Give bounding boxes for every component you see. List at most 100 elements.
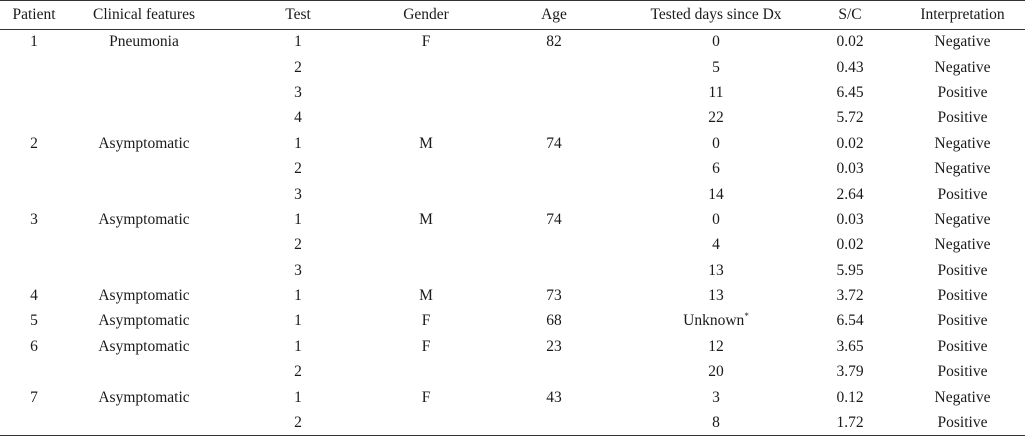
cell-test-text: 1 bbox=[294, 134, 302, 152]
cell-interpretation: Negative bbox=[900, 385, 1025, 410]
cell-gender: F bbox=[376, 309, 476, 334]
cell-sc-text: 0.02 bbox=[836, 33, 864, 51]
table-row: 6 Asymptomatic 1 F 23 12 3.65 Positive bbox=[0, 334, 1025, 359]
cell-interpretation-text: Negative bbox=[934, 33, 991, 51]
cell-test: 2 bbox=[220, 55, 376, 80]
cell-clinical-features bbox=[68, 156, 220, 181]
table-row: 3 14 2.64 Positive bbox=[0, 182, 1025, 207]
cell-patient-text: 6 bbox=[30, 337, 38, 355]
cell-interpretation: Negative bbox=[900, 207, 1025, 232]
cell-tested-days: 3 bbox=[632, 385, 800, 410]
cell-sc-text: 0.02 bbox=[836, 134, 864, 152]
table-body: 1 Pneumonia 1 F 82 0 0.02 Negative 2 5 0.43 Negativ… bbox=[0, 30, 1025, 437]
cell-gender bbox=[376, 182, 476, 207]
cell-test-text: 3 bbox=[294, 185, 302, 203]
cell-sc-text: 3.79 bbox=[836, 363, 864, 381]
cell-test-text: 2 bbox=[294, 363, 302, 381]
cell-test-text: 2 bbox=[294, 58, 302, 76]
cell-test: 1 bbox=[220, 309, 376, 334]
table-row: 2 8 1.72 Positive bbox=[0, 410, 1025, 437]
cell-age-text: 74 bbox=[546, 134, 562, 152]
cell-age: 68 bbox=[476, 309, 632, 334]
header-interpretation: Interpretation bbox=[900, 0, 1025, 30]
cell-tested-days: Unknown* bbox=[632, 309, 800, 334]
cell-interpretation-text: Positive bbox=[937, 185, 988, 203]
cell-gender bbox=[376, 233, 476, 258]
cell-clinical-features-text: Asymptomatic bbox=[98, 134, 190, 152]
cell-tested-days: 12 bbox=[632, 334, 800, 359]
cell-sc: 0.43 bbox=[800, 55, 900, 80]
cell-test-text: 2 bbox=[294, 160, 302, 178]
cell-sc: 0.03 bbox=[800, 207, 900, 232]
cell-age-text: 23 bbox=[546, 337, 562, 355]
cell-patient bbox=[0, 258, 68, 283]
table-row: 2 20 3.79 Positive bbox=[0, 360, 1025, 385]
cell-tested-days: 22 bbox=[632, 106, 800, 131]
cell-patient bbox=[0, 106, 68, 131]
cell-test: 2 bbox=[220, 410, 376, 437]
cell-gender bbox=[376, 80, 476, 105]
cell-tested-days-text: 20 bbox=[708, 363, 724, 381]
cell-tested-days: 14 bbox=[632, 182, 800, 207]
cell-tested-days: 20 bbox=[632, 360, 800, 385]
cell-sc: 6.54 bbox=[800, 309, 900, 334]
cell-gender-text: M bbox=[419, 134, 433, 152]
cell-tested-days-text: 3 bbox=[712, 388, 720, 406]
cell-patient-text: 7 bbox=[30, 388, 38, 406]
cell-age-text: 82 bbox=[546, 33, 562, 51]
cell-patient bbox=[0, 182, 68, 207]
cell-patient: 7 bbox=[0, 385, 68, 410]
cell-gender-text: F bbox=[421, 312, 431, 330]
cell-interpretation-text: Positive bbox=[937, 109, 988, 127]
cell-interpretation-text: Positive bbox=[937, 83, 988, 101]
cell-sc: 1.72 bbox=[800, 410, 900, 437]
cell-clinical-features bbox=[68, 360, 220, 385]
header-clinical-features: Clinical features bbox=[68, 0, 220, 30]
table-row: 2 Asymptomatic 1 M 74 0 0.02 Negative bbox=[0, 131, 1025, 156]
cell-clinical-features: Asymptomatic bbox=[68, 207, 220, 232]
cell-tested-days-text: 11 bbox=[708, 83, 724, 101]
cell-interpretation: Positive bbox=[900, 80, 1025, 105]
cell-interpretation: Negative bbox=[900, 156, 1025, 181]
cell-sc: 0.02 bbox=[800, 131, 900, 156]
footnote-marker: * bbox=[744, 311, 749, 322]
cell-sc-text: 0.03 bbox=[836, 210, 864, 228]
cell-sc-text: 6.45 bbox=[836, 83, 864, 101]
cell-age: 82 bbox=[476, 30, 632, 55]
cell-tested-days: 0 bbox=[632, 30, 800, 55]
cell-test: 2 bbox=[220, 156, 376, 181]
cell-test: 2 bbox=[220, 360, 376, 385]
cell-patient bbox=[0, 233, 68, 258]
cell-patient: 2 bbox=[0, 131, 68, 156]
cell-sc: 0.12 bbox=[800, 385, 900, 410]
table-row: 2 6 0.03 Negative bbox=[0, 156, 1025, 181]
cell-clinical-features: Asymptomatic bbox=[68, 283, 220, 308]
cell-interpretation: Negative bbox=[900, 55, 1025, 80]
cell-age bbox=[476, 55, 632, 80]
cell-tested-days-text: 8 bbox=[712, 413, 720, 431]
cell-clinical-features: Asymptomatic bbox=[68, 309, 220, 334]
cell-sc: 3.79 bbox=[800, 360, 900, 385]
cell-patient-text: 4 bbox=[30, 287, 38, 305]
header-gender: Gender bbox=[376, 0, 476, 30]
cell-tested-days-text: 0 bbox=[712, 210, 720, 228]
cell-clinical-features bbox=[68, 410, 220, 437]
cell-age bbox=[476, 182, 632, 207]
cell-tested-days-text: 0 bbox=[712, 33, 720, 51]
cell-tested-days-text: 22 bbox=[708, 109, 724, 127]
cell-interpretation-text: Positive bbox=[937, 363, 988, 381]
cell-test-text: 2 bbox=[294, 236, 302, 254]
cell-tested-days: 0 bbox=[632, 131, 800, 156]
cell-interpretation-text: Positive bbox=[937, 261, 988, 279]
cell-age-text: 43 bbox=[546, 388, 562, 406]
cell-test: 1 bbox=[220, 283, 376, 308]
table-row: 5 Asymptomatic 1 F 68 Unknown* 6.54 Positive bbox=[0, 309, 1025, 334]
cell-tested-days: 6 bbox=[632, 156, 800, 181]
cell-tested-days: 0 bbox=[632, 207, 800, 232]
cell-gender bbox=[376, 410, 476, 437]
cell-test: 1 bbox=[220, 334, 376, 359]
cell-gender-text: M bbox=[419, 210, 433, 228]
cell-gender bbox=[376, 55, 476, 80]
cell-age bbox=[476, 258, 632, 283]
